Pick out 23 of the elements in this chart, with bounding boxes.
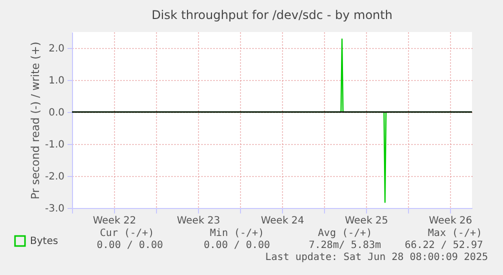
text: Max (-/+) <box>428 228 482 239</box>
text: 0.00 / 0.00 <box>96 240 163 251</box>
x-tick-label: Week 24 <box>260 216 304 226</box>
text: Min (-/+) <box>210 228 264 239</box>
y-tick-label: -3.0 <box>44 204 64 214</box>
text: 0.00 / 0.00 <box>204 240 270 251</box>
y-tick-label: -2.0 <box>44 172 64 182</box>
text: 66.22 / 52.97 <box>404 240 483 251</box>
y-tick-label: -1.0 <box>44 140 64 150</box>
legend-label: Bytes <box>30 236 58 247</box>
x-tick-label: Week 26 <box>428 216 472 226</box>
text: Last update: Sat Jun 28 08:00:09 2025 <box>265 252 488 263</box>
x-tick-label: Week 22 <box>92 216 136 226</box>
text: 7.28m/ 5.83m <box>308 240 381 251</box>
x-tick-label: Week 25 <box>344 216 388 226</box>
y-axis-title: Pr second read (-) / write (+) <box>28 42 42 200</box>
y-tick-label: 0.0 <box>48 108 64 118</box>
chart-title: Disk throughput for /dev/sdc - by month <box>152 8 392 22</box>
y-tick-label: 1.0 <box>48 76 64 86</box>
text: Cur (-/+) <box>100 228 154 239</box>
x-tick-label: Week 23 <box>176 216 220 226</box>
y-tick-label: 2.0 <box>48 44 64 54</box>
text: Avg (-/+) <box>318 228 372 239</box>
